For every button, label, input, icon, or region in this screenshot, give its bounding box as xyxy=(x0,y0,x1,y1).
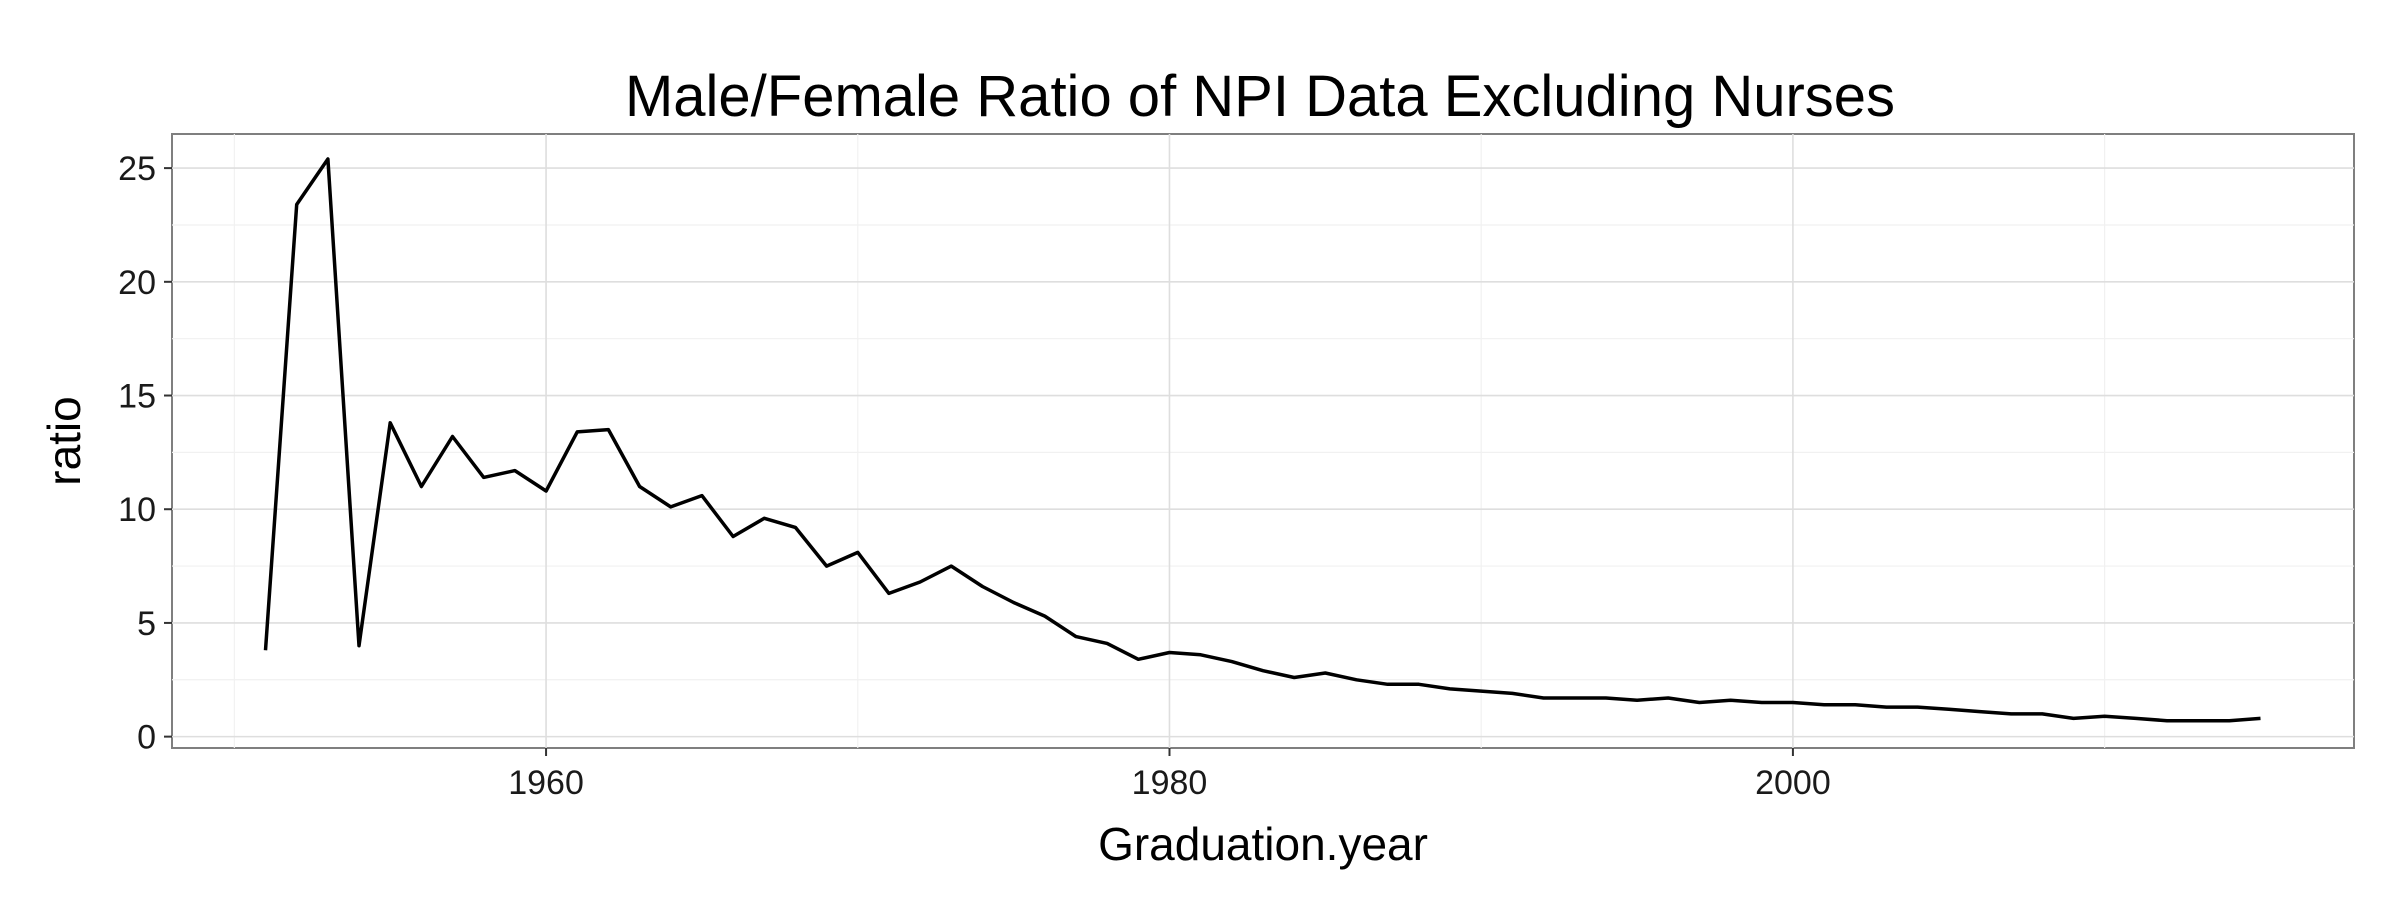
x-axis-ticks: 1960 1980 2000 xyxy=(508,748,1831,802)
y-tick-label: 20 xyxy=(118,264,156,302)
y-tick-label: 0 xyxy=(137,719,156,757)
x-tick-label: 1980 xyxy=(1132,764,1208,802)
y-tick-label: 5 xyxy=(137,605,156,643)
grid-lines xyxy=(172,134,2354,748)
series-line xyxy=(263,157,2261,723)
y-axis-title: ratio xyxy=(38,396,90,485)
x-tick-label: 2000 xyxy=(1755,764,1831,802)
plot-panel xyxy=(171,133,2355,749)
y-tick-label: 10 xyxy=(118,491,156,529)
y-tick-label: 15 xyxy=(118,378,156,416)
x-tick-label: 1960 xyxy=(508,764,584,802)
x-axis-title: Graduation.year xyxy=(1098,818,1428,870)
chart-title: Male/Female Ratio of NPI Data Excluding … xyxy=(625,64,1895,129)
y-tick-label: 25 xyxy=(118,150,156,188)
y-axis-ticks: 0 5 10 15 20 25 xyxy=(118,150,172,757)
